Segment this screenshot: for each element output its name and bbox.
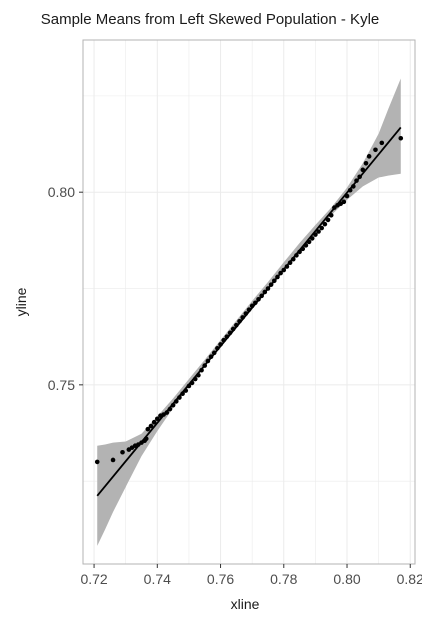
data-point: [145, 426, 151, 432]
x-tick-label: 0.74: [144, 571, 171, 587]
x-tick-label: 0.72: [80, 571, 107, 587]
data-point: [316, 229, 321, 234]
y-axis-title: yline: [13, 287, 29, 316]
data-point: [341, 199, 347, 205]
data-point: [398, 135, 404, 141]
data-point: [319, 225, 325, 231]
fit-line: [96, 126, 402, 497]
grid-lines: [83, 40, 415, 564]
data-point: [363, 160, 369, 166]
data-points: [94, 135, 404, 465]
x-tick-label: 0.80: [333, 571, 360, 587]
panel-border: [82, 39, 416, 565]
x-tick-label: 0.78: [270, 571, 297, 587]
x-axis-title: xline: [231, 596, 260, 612]
data-point: [379, 140, 385, 146]
data-point: [94, 459, 100, 465]
data-point: [155, 416, 160, 422]
data-point: [120, 449, 125, 455]
data-point: [151, 419, 157, 425]
x-tick-label: 0.82: [397, 571, 422, 587]
data-point: [322, 221, 328, 227]
regression-line: [96, 126, 402, 497]
data-point: [148, 423, 154, 429]
y-tick-label: 0.75: [48, 377, 75, 393]
x-tick-label: 0.76: [207, 571, 234, 587]
data-point: [110, 457, 116, 463]
data-point: [325, 217, 331, 223]
data-point: [373, 147, 378, 153]
y-tick-label: 0.80: [48, 184, 75, 200]
chart-title: Sample Means from Left Skewed Population…: [41, 11, 380, 28]
axis-ticks: 0.72 0.74 0.76 0.78 0.80 0.82 0.75 0.80: [48, 184, 422, 587]
data-point: [366, 154, 372, 159]
